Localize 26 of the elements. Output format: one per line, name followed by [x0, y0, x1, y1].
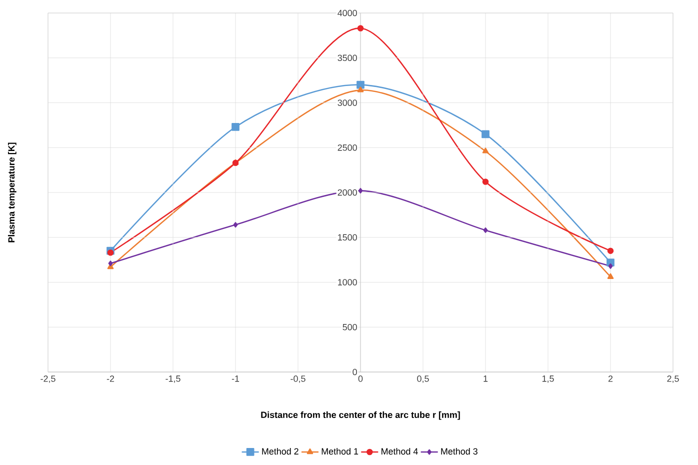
legend-label: Method 3 — [441, 448, 478, 455]
legend-label: Method 4 — [382, 448, 418, 455]
x-tick-label: 0,5 — [417, 376, 429, 383]
x-tick-label: -2 — [106, 376, 114, 382]
y-tick-label: 0 — [352, 368, 357, 376]
legend-label: Method 1 — [322, 448, 358, 455]
y-tick-label: 1000 — [338, 279, 357, 286]
y-tick-label: 4000 — [338, 10, 357, 16]
y-tick-label: 3500 — [338, 54, 357, 62]
x-tick-label: 1 — [484, 376, 488, 382]
x-tick-label: 2 — [608, 376, 613, 382]
x-tick-label: 2,5 — [667, 376, 679, 383]
y-tick-label: 500 — [342, 324, 357, 330]
y-tick-label: 3000 — [338, 100, 357, 106]
x-tick-label: 1,5 — [542, 376, 554, 383]
x-tick-label: -1,5 — [166, 376, 180, 383]
y-tick-label: 2500 — [338, 144, 357, 151]
y-tick-label: 1500 — [338, 234, 357, 241]
y-axis-title: Plasma temperature [K] — [8, 142, 16, 242]
x-tick-label: -1 — [232, 376, 240, 382]
x-tick-label: -0,5 — [290, 376, 306, 383]
y-tick-label: 2000 — [338, 189, 357, 196]
x-tick-label: 0 — [358, 376, 363, 382]
legend-label: Method 2 — [262, 448, 298, 455]
x-tick-label: -2,5 — [40, 376, 56, 383]
x-axis-title: Distance from the center of the arc tube r [mm] — [261, 411, 460, 420]
